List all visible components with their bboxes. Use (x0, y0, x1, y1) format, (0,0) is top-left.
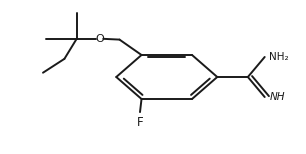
Text: NH: NH (269, 92, 285, 102)
Text: NH₂: NH₂ (269, 52, 289, 62)
Text: O: O (95, 34, 104, 44)
Text: F: F (137, 116, 143, 129)
